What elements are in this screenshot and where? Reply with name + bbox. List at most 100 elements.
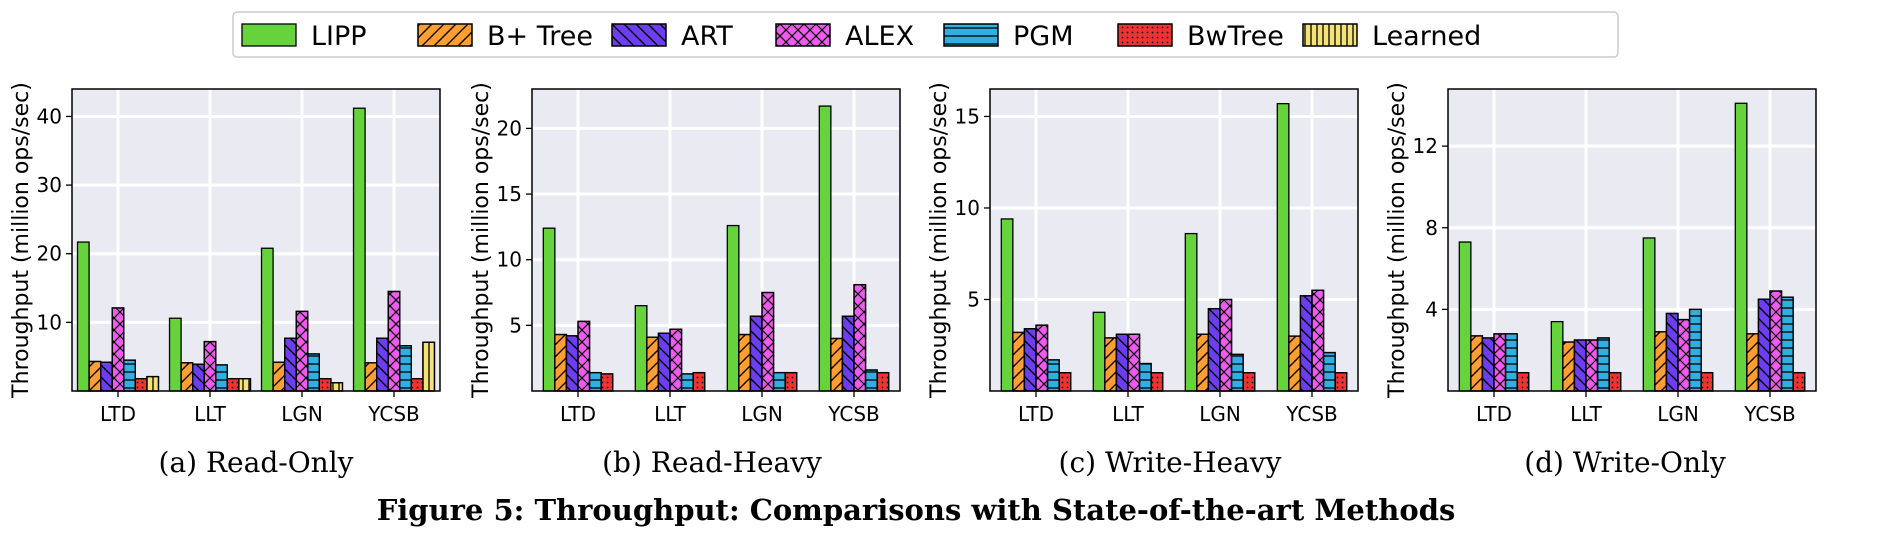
bar-hatch-art-llt xyxy=(1115,333,1129,392)
bar-hatch-b-tree-ycsb xyxy=(364,362,378,392)
bar-hatch-learned-llt xyxy=(238,377,252,392)
x-tick-label-ltd: LTD xyxy=(1018,402,1054,426)
bar-hatch-alex-lgn xyxy=(1219,298,1233,392)
y-tick-label: 4 xyxy=(1425,297,1438,321)
y-tick-label: 15 xyxy=(497,182,522,206)
bar-lipp-llt xyxy=(168,317,182,392)
y-tick-label: 10 xyxy=(955,196,980,220)
bar-hatch-bwtree-llt xyxy=(1608,371,1622,392)
x-tick-label-llt: LLT xyxy=(194,402,227,426)
bar-hatch-alex-ltd xyxy=(1035,324,1049,392)
legend-item-lipp: LIPP xyxy=(241,21,367,52)
y-tick-label: 8 xyxy=(1425,216,1438,240)
legend-frame xyxy=(232,11,1619,58)
bar-hatch-pgm-llt xyxy=(215,364,228,392)
bar-hatch-alex-llt xyxy=(203,340,217,392)
bar-hatch-alex-lgn xyxy=(1677,318,1691,392)
legend-item-alex: ALEX xyxy=(775,21,914,52)
bar-hatch-bwtree-lgn xyxy=(784,371,798,392)
figure-caption: Figure 5: Throughput: Comparisons with S… xyxy=(377,493,1456,527)
bar-lipp-lgn xyxy=(1642,237,1656,392)
bar-hatch-b-tree-ltd xyxy=(1470,335,1484,392)
bar-lipp-ltd xyxy=(542,227,556,392)
y-tick-label: 5 xyxy=(967,287,980,311)
bar-hatch-bwtree-lgn xyxy=(318,377,332,392)
bar-hatch-art-ycsb xyxy=(1299,295,1313,392)
x-tick-label-llt: LLT xyxy=(1570,402,1603,426)
bar-hatch-alex-ycsb xyxy=(1311,289,1325,392)
bar-hatch-bwtree-ltd xyxy=(134,377,148,392)
bar-lipp-ltd xyxy=(1458,241,1472,392)
bar-hatch-alex-ycsb xyxy=(853,283,867,392)
legend-swatch-hatch-b-tree xyxy=(417,23,473,47)
subcaption-d: (d) Write-Only xyxy=(1524,446,1726,479)
bar-hatch-art-lgn xyxy=(749,315,763,392)
bar-hatch-bwtree-ycsb xyxy=(876,371,890,392)
bar-hatch-pgm-ltd xyxy=(1046,359,1060,392)
bar-hatch-pgm-lgn xyxy=(1688,308,1702,392)
bar-hatch-pgm-ltd xyxy=(1504,333,1518,392)
bar-hatch-pgm-lgn xyxy=(1230,353,1244,392)
x-tick-label-ltd: LTD xyxy=(560,402,596,426)
bar-hatch-bwtree-ycsb xyxy=(1334,372,1348,392)
bar-hatch-art-ycsb xyxy=(1757,298,1771,392)
bar-hatch-alex-llt xyxy=(669,328,683,392)
bar-hatch-art-ltd xyxy=(565,335,579,392)
bar-hatch-art-ycsb xyxy=(376,337,389,392)
bar-hatch-pgm-llt xyxy=(1596,337,1610,392)
y-tick-label: 20 xyxy=(37,242,62,266)
bar-hatch-art-ycsb xyxy=(841,315,855,392)
x-tick-label-lgn: LGN xyxy=(281,402,323,426)
legend-item-art: ART xyxy=(611,21,733,52)
legend-label-bwtree: BwTree xyxy=(1187,21,1284,52)
y-tick-label: 15 xyxy=(955,104,980,128)
bar-hatch-art-lgn xyxy=(284,337,297,392)
bar-hatch-alex-ltd xyxy=(1493,333,1507,392)
x-tick-label-ltd: LTD xyxy=(1476,402,1512,426)
bar-hatch-b-tree-lgn xyxy=(272,361,286,392)
bar-hatch-art-ltd xyxy=(100,361,113,392)
bar-hatch-pgm-ltd xyxy=(123,359,136,392)
bar-hatch-alex-lgn xyxy=(761,291,775,392)
x-tick-label-lgn: LGN xyxy=(1657,402,1699,426)
bar-hatch-alex-lgn xyxy=(295,310,309,392)
bar-hatch-art-lgn xyxy=(1207,307,1221,392)
y-axis-label: Throughput (million ops/sec) xyxy=(469,82,494,399)
bar-hatch-b-tree-ltd xyxy=(554,333,568,392)
x-tick-label-ycsb: YCSB xyxy=(1285,402,1338,426)
bar-hatch-b-tree-ltd xyxy=(88,360,102,392)
bar-hatch-alex-llt xyxy=(1585,339,1599,392)
bar-hatch-bwtree-llt xyxy=(1150,372,1164,392)
bar-lipp-llt xyxy=(634,305,648,392)
legend-label-pgm: PGM xyxy=(1013,21,1074,52)
x-tick-label-lgn: LGN xyxy=(1199,402,1241,426)
bar-hatch-b-tree-ycsb xyxy=(1288,335,1302,392)
bar-hatch-art-ltd xyxy=(1481,337,1495,392)
subcaption-b: (b) Read-Heavy xyxy=(602,446,822,479)
y-tick-label: 10 xyxy=(497,248,522,272)
x-tick-label-ycsb: YCSB xyxy=(367,402,420,426)
subcaption-c: (c) Write-Heavy xyxy=(1059,446,1282,479)
y-axis-label: Throughput (million ops/sec) xyxy=(9,82,34,399)
y-tick-label: 5 xyxy=(509,313,522,337)
legend-label-b-tree: B+ Tree xyxy=(487,21,593,52)
bar-hatch-b-tree-llt xyxy=(1104,337,1118,392)
bar-lipp-ltd xyxy=(1000,218,1014,392)
bar-lipp-lgn xyxy=(1184,232,1198,392)
subcaption-a: (a) Read-Only xyxy=(159,446,354,479)
bar-hatch-b-tree-llt xyxy=(1562,341,1576,392)
legend-item-bwtree: BwTree xyxy=(1117,21,1284,52)
x-tick-label-llt: LLT xyxy=(654,402,687,426)
legend-item-b-tree: B+ Tree xyxy=(417,21,593,52)
bar-hatch-b-tree-ycsb xyxy=(830,337,844,392)
bar-hatch-pgm-lgn xyxy=(772,371,786,392)
x-tick-label-ltd: LTD xyxy=(100,402,136,426)
plot-frame xyxy=(989,88,1359,392)
bar-hatch-bwtree-ycsb xyxy=(410,377,424,392)
bar-hatch-b-tree-lgn xyxy=(1654,331,1668,392)
